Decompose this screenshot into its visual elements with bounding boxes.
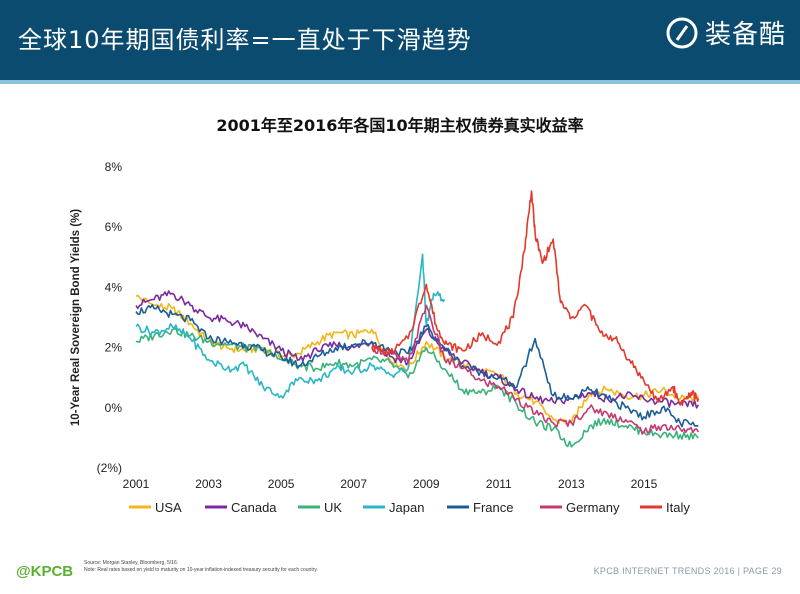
source-note: Source: Morgan Stanley, Bloomberg, 5/16.… — [84, 560, 404, 573]
footer-page-info: KPCB INTERNET TRENDS 2016 | PAGE 29 — [593, 566, 782, 576]
x-tick-label: 2001 — [123, 477, 150, 491]
x-tick-label: 2015 — [631, 477, 658, 491]
chart-title: 2001年至2016年各国10年期主权债券真实收益率 — [216, 116, 584, 135]
legend-label: Canada — [231, 500, 277, 515]
series-line-germany — [371, 304, 700, 435]
x-tick-label: 2013 — [558, 477, 585, 491]
logo-icon — [666, 17, 698, 48]
legend-label: Italy — [666, 500, 690, 515]
y-tick-label: 0% — [105, 401, 123, 415]
series-line-canada — [135, 290, 700, 409]
legend-label: USA — [155, 500, 182, 515]
page-title: 全球10年期国债利率=一直处于下滑趋势 — [18, 26, 472, 54]
series-line-uk — [135, 327, 699, 448]
series-line-france — [135, 303, 699, 428]
series-line-usa — [135, 294, 700, 425]
y-tick-label: 2% — [105, 341, 123, 355]
y-axis-title: 10-Year Real Sovereign Bond Yields (%) — [70, 209, 82, 426]
x-tick-label: 2003 — [195, 477, 222, 491]
source-line: Source: Morgan Stanley, Bloomberg, 5/16. — [84, 560, 179, 566]
note-line: Note: Real rates based on yield to matur… — [84, 566, 318, 573]
x-tick-label: 2011 — [486, 477, 512, 491]
x-tick-label: 2007 — [340, 477, 367, 491]
legend-label: UK — [324, 500, 342, 515]
header-bar: 全球10年期国债利率=一直处于下滑趋势 装备酷 — [0, 0, 800, 80]
logo-text: 装备酷 — [704, 20, 786, 50]
brand-logo: 装备酷 — [665, 14, 786, 51]
y-tick-label: 8% — [105, 160, 123, 174]
y-tick-label: 6% — [105, 220, 123, 234]
legend-label: Japan — [389, 500, 424, 515]
header-divider — [0, 80, 800, 84]
y-tick-label: (2%) — [97, 461, 122, 475]
legend-label: France — [473, 500, 513, 515]
y-tick-label: 4% — [105, 280, 123, 294]
series-line-japan — [135, 253, 446, 399]
series-line-italy — [371, 190, 700, 407]
legend-label: Germany — [566, 500, 620, 515]
x-tick-label: 2005 — [268, 477, 295, 491]
footer-brand: @KPCB — [16, 563, 74, 580]
x-tick-label: 2009 — [413, 477, 440, 491]
